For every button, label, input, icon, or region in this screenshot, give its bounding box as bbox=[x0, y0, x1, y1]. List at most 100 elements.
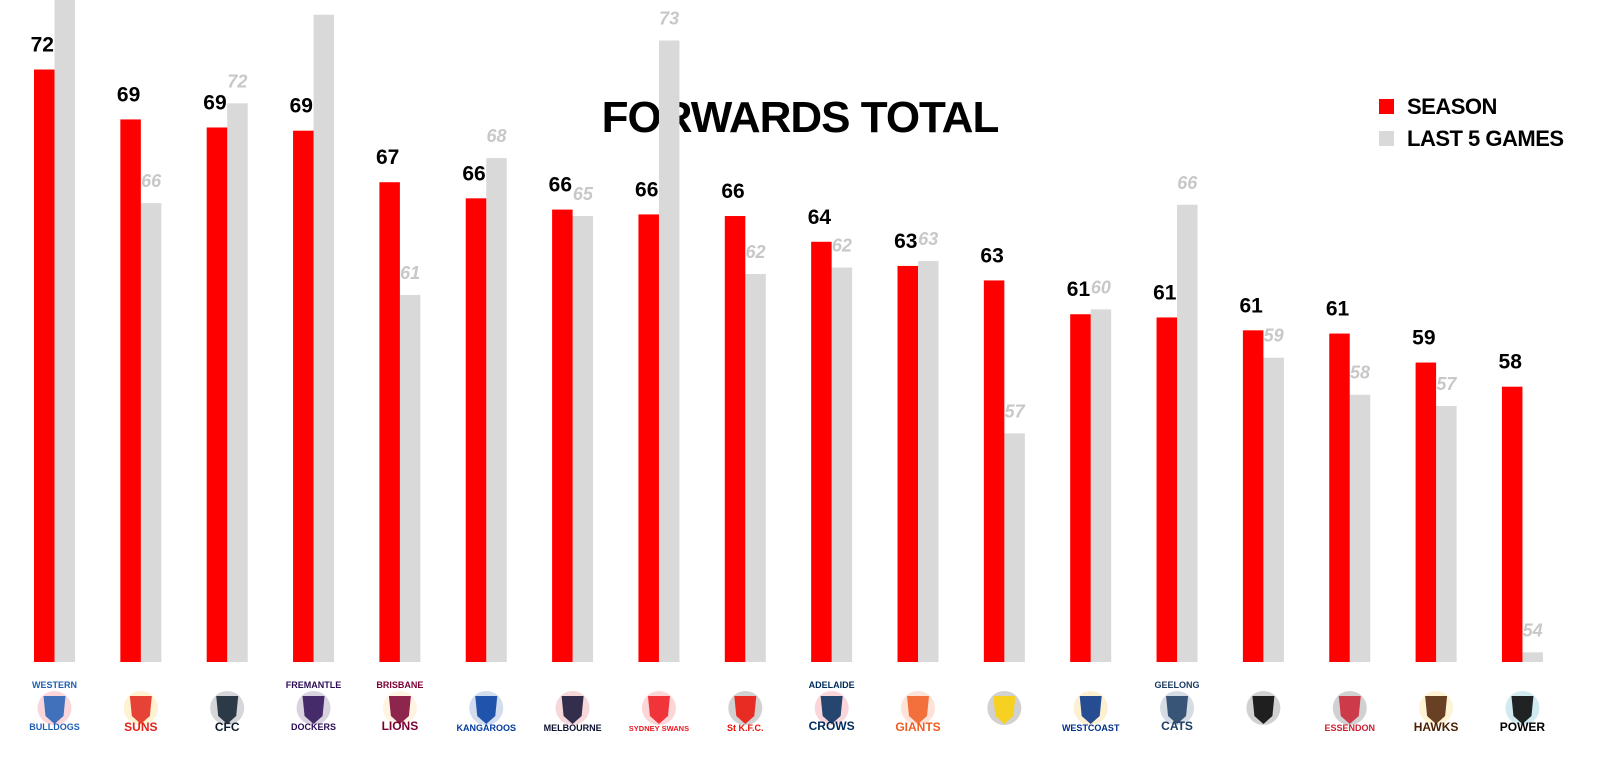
logo-text-brisbane-lions-0: BRISBANE bbox=[376, 680, 423, 690]
label-last-5-games-brisbane-lions: 61 bbox=[400, 263, 420, 283]
bar-last-5-games-fremantle-dockers bbox=[313, 14, 335, 662]
bar-season-western-bulldogs bbox=[34, 69, 55, 662]
bar-last-5-games-essendon bbox=[1349, 394, 1371, 662]
label-season-west-coast: 61 bbox=[1067, 278, 1091, 301]
label-last-5-games-essendon: 58 bbox=[1350, 363, 1370, 383]
logo-carlton: CFC bbox=[210, 691, 245, 734]
logo-st-kilda: St K.F.C. bbox=[727, 691, 764, 733]
logo-text-western-bulldogs-1: BULLDOGS bbox=[29, 722, 80, 732]
logo-text-western-bulldogs-0: WESTERN bbox=[32, 680, 77, 690]
logo-text-geelong-cats-0: GEELONG bbox=[1155, 680, 1200, 690]
logo-text-north-melbourne-kangaroos-0: KANGAROOS bbox=[456, 723, 516, 733]
logo-text-port-adelaide-power-0: POWER bbox=[1500, 720, 1546, 734]
logo-port-adelaide-power: POWER bbox=[1500, 691, 1546, 734]
logo-north-melbourne-kangaroos: KANGAROOS bbox=[456, 691, 516, 733]
label-last-5-games-hawthorn-hawks: 57 bbox=[1436, 374, 1457, 394]
bar-season-hawthorn-hawks bbox=[1415, 362, 1437, 662]
label-season-sydney-swans: 66 bbox=[635, 178, 658, 201]
logo-gws-giants: GIANTS bbox=[895, 691, 941, 734]
logo-text-hawthorn-hawks-0: HAWKS bbox=[1414, 720, 1459, 734]
label-season-carlton: 69 bbox=[203, 91, 226, 114]
bar-season-west-coast bbox=[1070, 314, 1091, 662]
bar-season-geelong-cats bbox=[1156, 317, 1178, 662]
bar-season-brisbane-lions bbox=[379, 182, 400, 662]
bar-season-gold-coast-suns bbox=[120, 119, 141, 663]
label-season-gws-giants: 63 bbox=[894, 230, 917, 253]
bar-last-5-games-sydney-swans bbox=[658, 40, 680, 663]
logo-fremantle-dockers: FREMANTLE DOCKERS bbox=[286, 680, 342, 732]
logo-essendon: ESSENDON bbox=[1324, 691, 1375, 733]
label-season-gold-coast-suns: 69 bbox=[117, 83, 140, 106]
label-season-brisbane-lions: 67 bbox=[376, 146, 399, 169]
bar-season-sydney-swans bbox=[638, 214, 659, 663]
bar-last-5-games-gold-coast-suns bbox=[140, 203, 162, 662]
logo-geelong-cats: GEELONG CATS bbox=[1155, 680, 1200, 733]
label-season-geelong-cats: 61 bbox=[1153, 281, 1177, 304]
bar-season-melbourne bbox=[552, 209, 573, 662]
label-last-5-games-north-melbourne-kangaroos: 68 bbox=[486, 126, 506, 146]
bar-last-5-games-brisbane-lions bbox=[399, 294, 421, 662]
bar-last-5-games-geelong-cats bbox=[1177, 204, 1198, 662]
logo-melbourne: MELBOURNE bbox=[544, 691, 602, 733]
label-last-5-games-richmond: 57 bbox=[1005, 401, 1026, 421]
label-last-5-games-carlton: 72 bbox=[227, 71, 247, 91]
bar-season-essendon bbox=[1329, 333, 1350, 662]
label-season-western-bulldogs: 72 bbox=[31, 34, 54, 57]
logo-text-melbourne-0: MELBOURNE bbox=[544, 723, 602, 733]
label-season-melbourne: 66 bbox=[549, 174, 572, 197]
label-season-essendon: 61 bbox=[1326, 298, 1350, 321]
bar-season-richmond bbox=[983, 280, 1005, 662]
label-season-north-melbourne-kangaroos: 66 bbox=[462, 162, 485, 185]
label-last-5-games-melbourne: 65 bbox=[573, 184, 594, 204]
bar-last-5-games-carlton bbox=[227, 103, 248, 662]
logo-text-west-coast-0: WESTCOAST bbox=[1062, 723, 1120, 733]
label-season-port-adelaide-power: 58 bbox=[1499, 351, 1523, 374]
logo-text-adelaide-crows-0: ADELAIDE bbox=[809, 680, 855, 690]
bar-season-fremantle-dockers bbox=[293, 130, 314, 662]
bar-last-5-games-melbourne bbox=[572, 216, 594, 662]
bar-season-north-melbourne-kangaroos bbox=[465, 198, 487, 662]
bar-season-carlton bbox=[206, 127, 228, 663]
logo-west-coast: WESTCOAST bbox=[1062, 691, 1120, 733]
label-last-5-games-west-coast: 60 bbox=[1091, 277, 1111, 297]
label-season-hawthorn-hawks: 59 bbox=[1412, 327, 1435, 350]
logo-brisbane-lions: BRISBANE LIONS bbox=[376, 680, 423, 733]
logo-text-adelaide-crows-1: CROWS bbox=[809, 719, 855, 733]
bar-last-5-games-hawthorn-hawks bbox=[1436, 406, 1457, 662]
label-season-adelaide-crows: 64 bbox=[808, 206, 832, 229]
logo-collingwood bbox=[1246, 691, 1281, 725]
bar-season-st-kilda bbox=[724, 216, 746, 662]
bar-season-gws-giants bbox=[897, 265, 918, 662]
legend-swatch-last-5-games bbox=[1379, 131, 1394, 146]
logo-text-gws-giants-0: GIANTS bbox=[895, 720, 940, 734]
bar-season-port-adelaide-power bbox=[1501, 386, 1523, 662]
logo-adelaide-crows: ADELAIDE CROWS bbox=[809, 680, 855, 733]
logo-western-bulldogs: WESTERN BULLDOGS bbox=[29, 680, 80, 732]
logo-text-st-kilda-0: St K.F.C. bbox=[727, 723, 764, 733]
data-labels: 7772666972697469616768666566736662666264… bbox=[31, 0, 1543, 640]
logo-richmond bbox=[987, 691, 1022, 725]
team-logos: WESTERN BULLDOGS SUNS CFC FREMANTLE DOCKERS BR… bbox=[29, 680, 1545, 734]
label-last-5-games-st-kilda: 62 bbox=[746, 242, 766, 262]
logo-text-essendon-0: ESSENDON bbox=[1324, 723, 1375, 733]
logo-hawthorn-hawks: HAWKS bbox=[1414, 691, 1459, 734]
label-season-st-kilda: 66 bbox=[721, 180, 744, 203]
label-season-collingwood: 61 bbox=[1239, 294, 1263, 317]
label-season-fremantle-dockers: 69 bbox=[290, 95, 313, 118]
bar-season-adelaide-crows bbox=[811, 241, 832, 663]
bar-last-5-games-collingwood bbox=[1263, 357, 1284, 662]
label-last-5-games-gws-giants: 63 bbox=[918, 229, 938, 249]
label-last-5-games-port-adelaide-power: 54 bbox=[1523, 620, 1543, 640]
logo-text-fremantle-dockers-1: DOCKERS bbox=[291, 722, 336, 732]
logo-text-geelong-cats-1: CATS bbox=[1161, 719, 1193, 733]
bar-last-5-games-adelaide-crows bbox=[831, 267, 853, 662]
legend: SEASON LAST 5 GAMES bbox=[1379, 94, 1564, 151]
label-last-5-games-gold-coast-suns: 66 bbox=[141, 171, 162, 191]
logo-text-brisbane-lions-1: LIONS bbox=[382, 719, 419, 733]
logo-sydney-swans: SYDNEY SWANS bbox=[629, 691, 689, 733]
logo-text-carlton-0: CFC bbox=[215, 720, 240, 734]
logo-gold-coast-suns: SUNS bbox=[123, 691, 158, 734]
label-last-5-games-fremantle-dockers: 74 bbox=[314, 0, 334, 3]
legend-label-season: SEASON bbox=[1407, 94, 1497, 119]
